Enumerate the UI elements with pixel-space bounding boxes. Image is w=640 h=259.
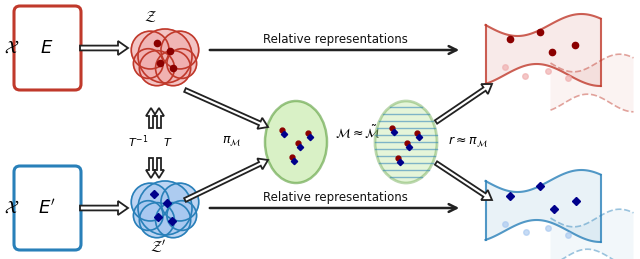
Polygon shape <box>486 170 600 242</box>
Polygon shape <box>486 14 600 86</box>
FancyBboxPatch shape <box>14 6 81 90</box>
Circle shape <box>140 51 175 86</box>
Circle shape <box>138 181 192 235</box>
Text: $E'$: $E'$ <box>38 198 56 218</box>
Polygon shape <box>184 159 268 202</box>
Text: $\pi_{\mathcal{M}}$: $\pi_{\mathcal{M}}$ <box>222 135 242 149</box>
Ellipse shape <box>375 101 437 183</box>
Polygon shape <box>146 158 156 178</box>
Circle shape <box>138 29 192 83</box>
Circle shape <box>156 203 191 238</box>
Circle shape <box>156 51 191 86</box>
Circle shape <box>131 183 169 221</box>
Text: $T^{-1}$: $T^{-1}$ <box>128 134 148 150</box>
Circle shape <box>161 183 199 221</box>
Ellipse shape <box>265 101 327 183</box>
Polygon shape <box>154 158 164 178</box>
Text: $\mathcal{X}$: $\mathcal{X}$ <box>4 39 20 57</box>
Text: $\mathcal{M} \approx \tilde{\mathcal{M}}$: $\mathcal{M} \approx \tilde{\mathcal{M}}… <box>335 123 381 141</box>
Circle shape <box>167 49 196 78</box>
Text: Relative representations: Relative representations <box>262 191 408 204</box>
Text: $E$: $E$ <box>40 39 54 57</box>
Text: $\mathcal{X}$: $\mathcal{X}$ <box>4 199 20 217</box>
Circle shape <box>161 31 199 69</box>
Polygon shape <box>154 108 164 128</box>
Circle shape <box>133 201 163 231</box>
Circle shape <box>133 49 163 78</box>
FancyBboxPatch shape <box>14 166 81 250</box>
Circle shape <box>167 201 196 231</box>
Polygon shape <box>435 84 492 124</box>
Polygon shape <box>184 88 268 129</box>
Polygon shape <box>80 41 128 55</box>
Polygon shape <box>435 161 492 200</box>
Text: $r \approx \pi_{\mathcal{M}}$: $r \approx \pi_{\mathcal{M}}$ <box>448 134 488 149</box>
Text: Relative representations: Relative representations <box>262 32 408 46</box>
Circle shape <box>131 31 169 69</box>
Polygon shape <box>80 201 128 215</box>
Polygon shape <box>146 108 156 128</box>
Text: $\mathcal{Z}$: $\mathcal{Z}$ <box>143 10 156 25</box>
Circle shape <box>140 203 175 238</box>
Text: $\mathcal{Z}'$: $\mathcal{Z}'$ <box>150 237 166 255</box>
Text: $T$: $T$ <box>163 136 173 148</box>
Polygon shape <box>550 209 634 259</box>
Polygon shape <box>550 54 634 112</box>
